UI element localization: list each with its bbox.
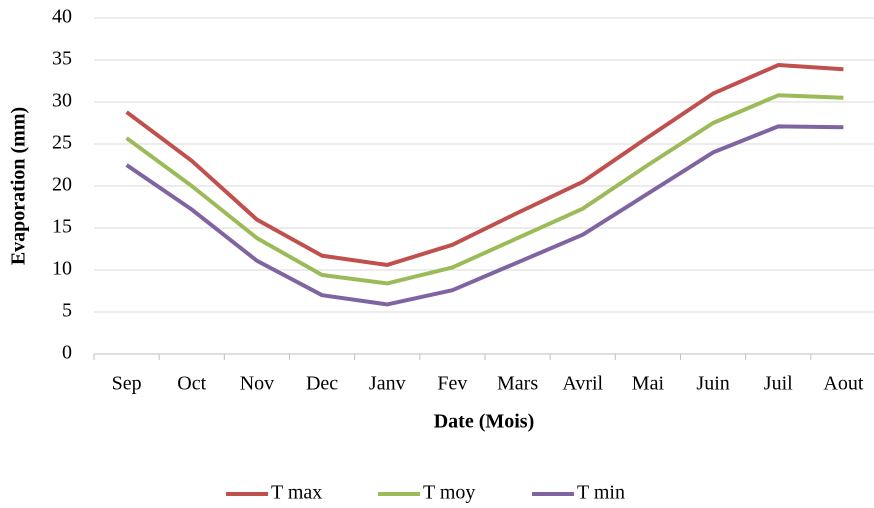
line-series: [125, 63, 844, 267]
x-tick-label: Juil: [764, 373, 793, 395]
y-tick-label: 5: [62, 300, 72, 322]
x-tick-label: Janv: [369, 373, 406, 395]
y-axis-label: Evaporation (mm): [8, 107, 30, 265]
x-tick-label: Oct: [177, 373, 206, 395]
x-tick-label: Mars: [497, 373, 538, 395]
x-tick-label: Fev: [437, 373, 467, 395]
x-tick-label: Aout: [823, 373, 863, 395]
y-tick-label: 35: [52, 48, 72, 70]
y-tick-label: 40: [52, 6, 72, 28]
legend-label: T moy: [423, 482, 475, 504]
legend-label: T min: [577, 482, 625, 504]
x-axis-label: Date (Mois): [434, 411, 535, 433]
x-tick-label: Dec: [306, 373, 338, 395]
x-tick-label: Sep: [112, 373, 142, 395]
line-series: [125, 93, 844, 286]
x-tick-label: Nov: [240, 373, 274, 395]
y-tick-label: 20: [52, 174, 72, 196]
y-tick-label: 10: [52, 258, 72, 280]
line-series: [125, 124, 844, 307]
y-tick-label: 0: [62, 342, 72, 364]
legend-label: T max: [271, 482, 322, 504]
y-tick-label: 15: [52, 216, 72, 238]
y-tick-label: 25: [52, 132, 72, 154]
x-tick-label: Juin: [696, 373, 729, 395]
x-tick-label: Mai: [632, 373, 665, 395]
y-tick-label: 30: [52, 90, 72, 112]
x-tick-label: Avril: [562, 373, 603, 395]
